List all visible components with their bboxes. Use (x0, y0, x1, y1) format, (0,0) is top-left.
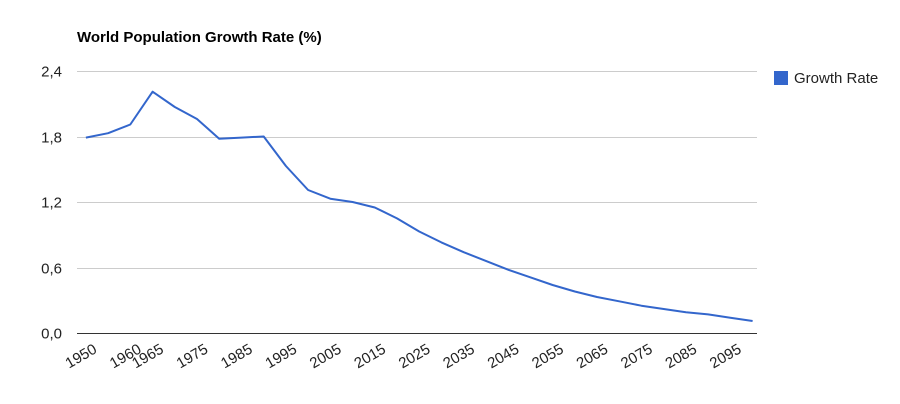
data-point (418, 231, 420, 233)
data-point (729, 317, 731, 319)
data-point (196, 118, 198, 120)
grid (77, 71, 757, 334)
data-point (640, 305, 642, 307)
series-layer (85, 90, 754, 322)
x-tick-label: 2035 (440, 341, 477, 372)
x-tick-label: 2005 (307, 341, 344, 372)
y-tick-label: 1,8 (41, 130, 62, 147)
data-point (129, 124, 131, 126)
data-point (596, 296, 598, 298)
chart-title: World Population Growth Rate (%) (77, 29, 322, 46)
data-point (240, 137, 242, 139)
y-tick-label: 0,6 (41, 261, 62, 278)
data-point (440, 241, 442, 243)
x-tick-label: 2075 (618, 341, 655, 372)
series-line-growth-rate (85, 90, 753, 322)
y-tick-label: 0,0 (41, 326, 62, 343)
y-tick-label: 2,4 (41, 64, 62, 81)
x-tick-label: 1995 (262, 341, 299, 372)
data-point (463, 251, 465, 253)
x-tick-label: 2055 (529, 341, 566, 372)
data-point (329, 198, 331, 200)
data-point (174, 106, 176, 108)
y-axis-ticks: 0,0 0,6 1,2 1,8 2,4 (41, 64, 62, 343)
data-point (218, 138, 220, 140)
data-point (663, 308, 665, 310)
legend-swatch-growth-rate (774, 71, 788, 85)
data-point (752, 320, 754, 322)
x-tick-label: 1975 (174, 341, 211, 372)
x-tick-label: 2045 (485, 341, 522, 372)
x-tick-label: 2015 (351, 341, 388, 372)
data-point (707, 313, 709, 315)
x-tick-label: 1985 (218, 341, 255, 372)
data-point (307, 189, 309, 191)
data-point (529, 276, 531, 278)
data-point (285, 165, 287, 167)
data-point (618, 300, 620, 302)
x-tick-label: 2025 (396, 341, 433, 372)
data-point (152, 91, 154, 93)
data-point (396, 217, 398, 219)
data-point (85, 137, 87, 139)
legend: Growth Rate (774, 70, 878, 87)
data-point (685, 311, 687, 313)
data-point (507, 269, 509, 271)
legend-label-growth-rate: Growth Rate (794, 70, 878, 87)
x-tick-label: 1950 (62, 341, 99, 372)
data-point (374, 207, 376, 209)
data-point (107, 132, 109, 134)
data-point (485, 260, 487, 262)
data-point (574, 291, 576, 293)
x-tick-label: 2085 (662, 341, 699, 372)
x-tick-label: 2095 (707, 341, 744, 372)
data-point (263, 136, 265, 138)
data-point (552, 284, 554, 286)
y-tick-label: 1,2 (41, 195, 62, 212)
data-point (352, 201, 354, 203)
x-tick-label: 2065 (574, 341, 611, 372)
